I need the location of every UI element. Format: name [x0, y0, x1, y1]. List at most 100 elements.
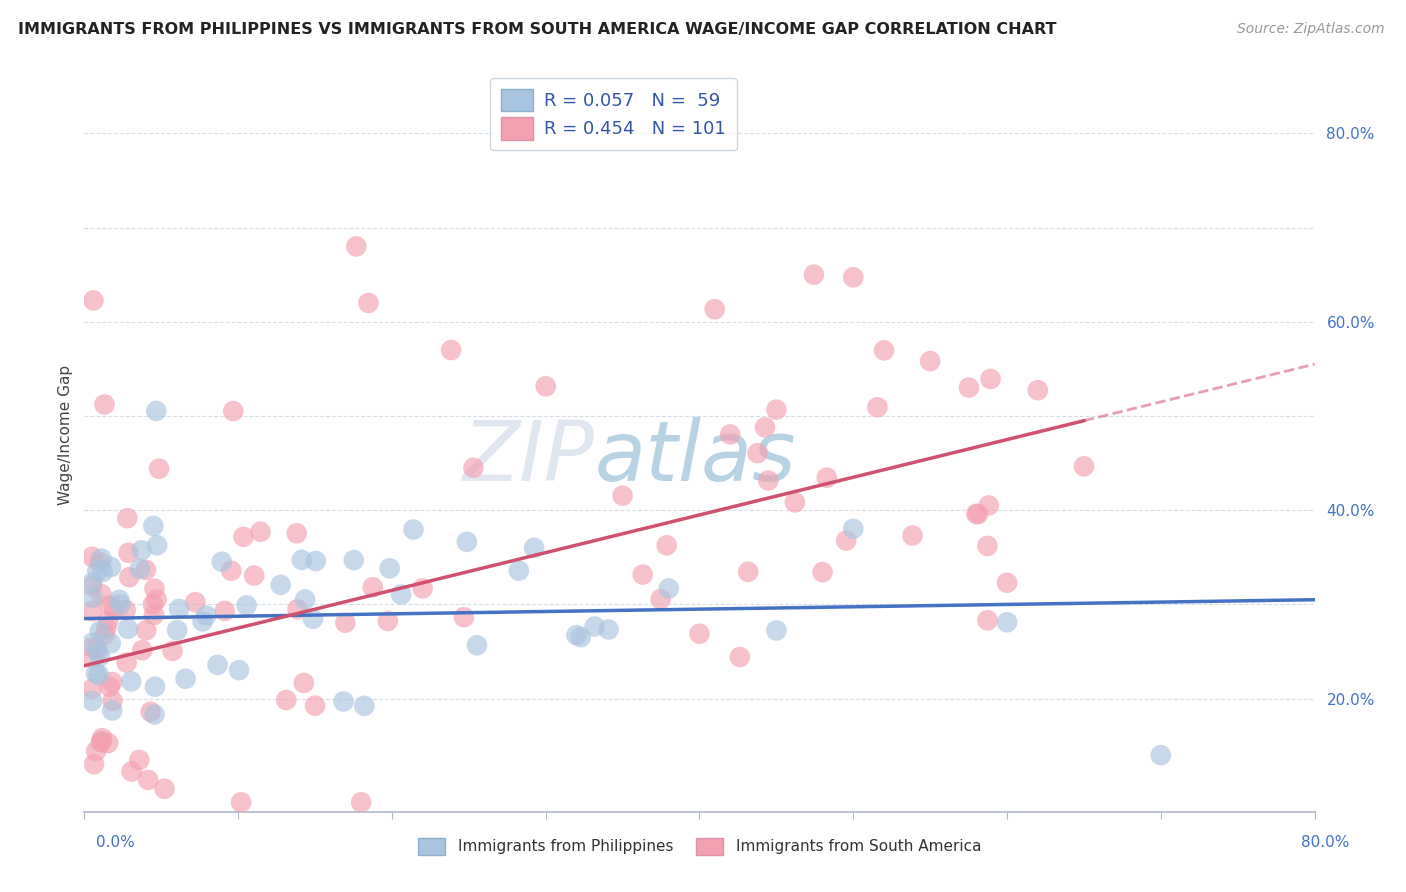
- Point: [145, 592, 167, 607]
- Point: [965, 507, 987, 521]
- Point: [302, 612, 325, 626]
- Point: [995, 575, 1018, 590]
- Point: [143, 680, 166, 694]
- Point: [728, 650, 751, 665]
- Point: [803, 268, 825, 282]
- Point: [83, 757, 105, 772]
- Point: [689, 626, 711, 640]
- Point: [783, 495, 806, 509]
- Point: [97, 736, 120, 750]
- Point: [412, 582, 434, 596]
- Point: [115, 656, 138, 670]
- Point: [82, 293, 104, 308]
- Point: [97, 614, 120, 628]
- Point: [143, 582, 166, 596]
- Point: [612, 489, 634, 503]
- Point: [335, 615, 357, 630]
- Point: [440, 343, 463, 357]
- Point: [598, 623, 620, 637]
- Point: [344, 239, 367, 253]
- Point: [146, 538, 169, 552]
- Point: [235, 599, 257, 613]
- Point: [967, 507, 990, 521]
- Point: [456, 534, 478, 549]
- Point: [191, 615, 214, 629]
- Point: [148, 461, 170, 475]
- Point: [835, 533, 858, 548]
- Point: [166, 623, 188, 637]
- Point: [920, 354, 942, 368]
- Point: [866, 401, 889, 415]
- Text: 80.0%: 80.0%: [1302, 836, 1350, 850]
- Point: [80, 681, 103, 696]
- Point: [80, 636, 103, 650]
- Point: [96, 621, 118, 635]
- Point: [1150, 748, 1173, 763]
- Point: [89, 649, 111, 664]
- Point: [100, 636, 122, 650]
- Point: [453, 610, 475, 624]
- Point: [229, 795, 252, 809]
- Point: [747, 446, 769, 460]
- Point: [389, 587, 412, 601]
- Point: [211, 555, 233, 569]
- Point: [108, 593, 131, 607]
- Point: [136, 772, 159, 787]
- Point: [631, 567, 654, 582]
- Point: [703, 302, 725, 317]
- Point: [350, 795, 373, 809]
- Point: [523, 541, 546, 555]
- Point: [291, 553, 314, 567]
- Point: [114, 603, 136, 617]
- Point: [569, 630, 592, 644]
- Point: [117, 546, 139, 560]
- Point: [361, 580, 384, 594]
- Text: Source: ZipAtlas.com: Source: ZipAtlas.com: [1237, 22, 1385, 37]
- Point: [207, 657, 229, 672]
- Point: [135, 563, 157, 577]
- Point: [143, 707, 166, 722]
- Point: [86, 641, 108, 656]
- Point: [343, 553, 366, 567]
- Point: [143, 607, 166, 622]
- Point: [228, 663, 250, 677]
- Point: [98, 680, 121, 694]
- Point: [90, 734, 112, 748]
- Point: [80, 549, 103, 564]
- Point: [135, 624, 157, 638]
- Point: [120, 674, 142, 689]
- Point: [565, 628, 588, 642]
- Point: [378, 561, 401, 575]
- Point: [91, 565, 114, 579]
- Point: [80, 694, 103, 708]
- Point: [101, 675, 124, 690]
- Point: [101, 694, 124, 708]
- Point: [117, 511, 139, 525]
- Point: [1073, 459, 1095, 474]
- Point: [90, 551, 112, 566]
- Point: [89, 556, 111, 570]
- Point: [142, 519, 165, 533]
- Point: [979, 372, 1001, 386]
- Point: [80, 604, 103, 618]
- Point: [84, 744, 107, 758]
- Point: [508, 564, 530, 578]
- Point: [222, 404, 245, 418]
- Point: [287, 602, 309, 616]
- Point: [174, 672, 197, 686]
- Point: [80, 575, 103, 590]
- Point: [103, 603, 125, 617]
- Point: [811, 565, 834, 579]
- Point: [121, 764, 143, 779]
- Point: [101, 704, 124, 718]
- Point: [583, 619, 606, 633]
- Point: [128, 562, 150, 576]
- Point: [118, 570, 141, 584]
- Point: [167, 602, 190, 616]
- Point: [89, 624, 111, 638]
- Point: [232, 530, 254, 544]
- Point: [270, 578, 292, 592]
- Point: [304, 698, 326, 713]
- Point: [402, 523, 425, 537]
- Point: [976, 539, 998, 553]
